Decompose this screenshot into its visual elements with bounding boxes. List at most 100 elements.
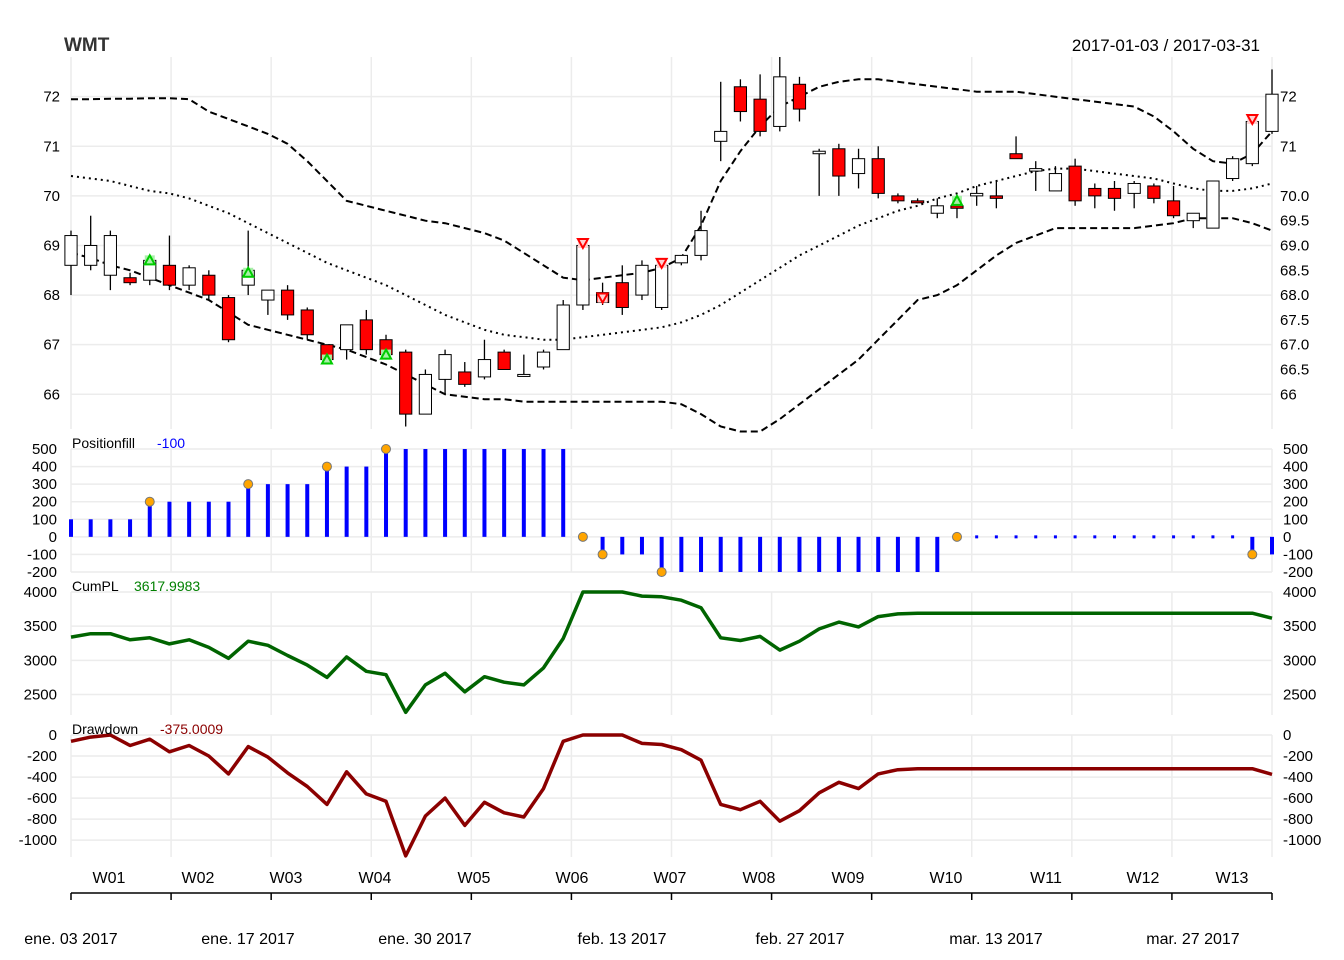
position-bar: [1034, 535, 1038, 539]
y-tick-label: 300: [1283, 476, 1308, 493]
position-bar: [187, 501, 192, 537]
y-tick-label: -600: [1283, 790, 1313, 807]
position-bar: [1152, 535, 1156, 539]
position-bar: [758, 536, 763, 572]
candle-body-down: [753, 98, 767, 132]
y-tick-label: 66.5: [1280, 361, 1309, 378]
y-tick-label: -200: [27, 564, 57, 581]
candle: [1107, 181, 1122, 211]
candle: [851, 148, 866, 189]
chart-title: WMT: [64, 35, 110, 56]
buy-marker-fill: [144, 255, 155, 266]
candle: [655, 264, 669, 310]
candle: [832, 143, 846, 196]
position-bar: [738, 536, 743, 572]
position-bar: [620, 536, 625, 555]
y-tick-label: -1000: [1283, 832, 1321, 849]
date-label: mar. 27 2017: [1146, 931, 1240, 948]
candle-body-down: [399, 351, 413, 415]
candle-body-down: [123, 277, 137, 284]
candle: [359, 309, 373, 355]
week-label: W01: [93, 870, 126, 887]
sell-marker: [1245, 114, 1260, 127]
position-bar: [1073, 535, 1077, 539]
candle-body-up: [773, 76, 787, 127]
buy-marker-fill: [381, 349, 392, 360]
position-bar: [69, 519, 73, 537]
cumpl-line: [70, 590, 1273, 715]
y-tick-label: 3500: [24, 618, 57, 635]
y-tick-label: 500: [1283, 441, 1308, 458]
candle-body-up: [261, 289, 275, 301]
position-bar: [1093, 535, 1097, 539]
candle-body-down: [792, 83, 807, 110]
position-bar: [226, 501, 231, 537]
drawdown-label: Drawdown: [72, 721, 138, 737]
week-label: W13: [1216, 870, 1249, 887]
candle-body-up: [714, 130, 728, 142]
position-bar: [128, 519, 133, 537]
sell-marker-fill: [597, 292, 608, 303]
position-bar: [246, 484, 251, 537]
trade-marker: [144, 496, 155, 507]
candle-body-up: [970, 192, 984, 197]
position-bar: [1211, 535, 1215, 539]
week-label: W04: [359, 870, 392, 887]
y-tick-label: 0: [49, 727, 57, 744]
candle-body-up: [1127, 182, 1141, 194]
candle: [1029, 161, 1043, 191]
bollinger-mid-line: [70, 167, 1273, 341]
cumpl-label: CumPL: [72, 578, 119, 594]
candle: [202, 270, 216, 301]
candle: [340, 324, 354, 360]
candle-body-down: [1009, 153, 1023, 160]
candle-body-up: [1226, 158, 1240, 180]
y-tick-label: 70.0: [1280, 188, 1309, 205]
candle-body-down: [300, 309, 314, 336]
candle-body-down: [202, 274, 216, 296]
y-tick-label: -400: [27, 769, 57, 786]
positionfill-value: -100: [157, 435, 185, 451]
cumpl-value: 3617.9983: [134, 578, 200, 594]
y-tick-label: 66: [1280, 386, 1297, 403]
position-bar: [1132, 535, 1136, 539]
candle: [1226, 156, 1240, 181]
candle: [517, 354, 531, 377]
candle-body-up: [1048, 173, 1063, 192]
position-bar: [502, 449, 507, 537]
candle: [497, 349, 511, 370]
position-bar: [639, 536, 644, 555]
candle-body-down: [733, 86, 748, 113]
candle: [674, 254, 688, 266]
candle-body-down: [832, 148, 846, 177]
y-tick-label: 71: [1280, 138, 1297, 155]
buy-marker-fill: [243, 267, 254, 278]
position-bar: [541, 449, 546, 537]
candle-body-down: [911, 200, 925, 204]
candle: [64, 230, 78, 296]
trade-marker: [1247, 549, 1258, 560]
y-tick-label: 3000: [24, 652, 57, 669]
position-bar: [167, 501, 172, 537]
candle-body-up: [103, 235, 117, 276]
candle: [1048, 166, 1063, 192]
candle: [576, 240, 590, 310]
candle: [812, 148, 826, 196]
position-bar: [975, 535, 979, 539]
week-label: W09: [832, 870, 865, 887]
position-bar: [1191, 535, 1195, 539]
candle: [773, 57, 787, 132]
candle: [221, 295, 236, 343]
trade-marker: [321, 461, 332, 472]
position-bar: [836, 536, 841, 572]
y-tick-label: 0: [1283, 529, 1291, 546]
y-tick-label: 100: [32, 511, 57, 528]
candle: [930, 198, 944, 219]
candle: [241, 230, 255, 296]
position-bar: [384, 449, 389, 537]
candle-body-down: [950, 205, 964, 209]
date-label: feb. 13 2017: [578, 931, 667, 948]
y-tick-label: 69.5: [1280, 213, 1309, 230]
sell-marker-fill: [577, 238, 588, 248]
week-label: W08: [743, 870, 776, 887]
